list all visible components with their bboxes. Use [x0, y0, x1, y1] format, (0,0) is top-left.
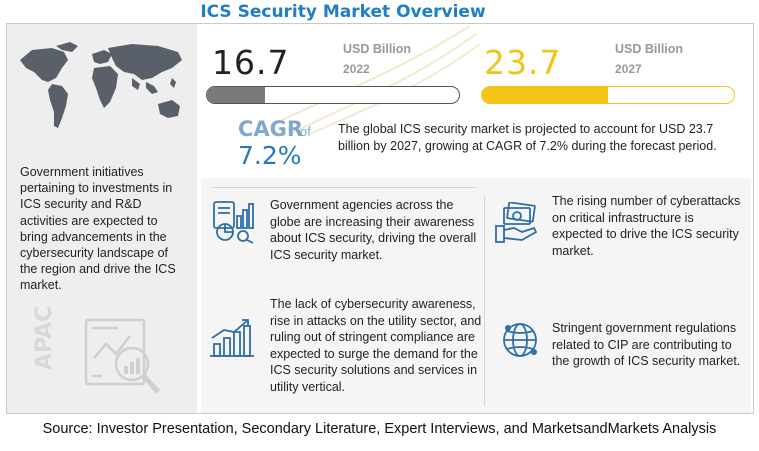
- driver-text-4: Stringent government regulations related…: [552, 321, 741, 368]
- region-label-text: APAC: [32, 305, 57, 370]
- driver-text-2: The lack of cybersecurity awareness, ris…: [270, 297, 482, 394]
- progress-bar-2027: [481, 86, 735, 104]
- driver-text-1: Government agencies across the globe are…: [270, 198, 477, 262]
- region-description: Government initiatives pertaining to inv…: [20, 165, 176, 293]
- market-value-2022: 16.7: [212, 43, 290, 82]
- cagr-of: of: [300, 124, 311, 139]
- progress-fill-2027: [482, 87, 608, 103]
- unit-2022: USD Billion: [343, 42, 412, 56]
- year-2027: 2027: [615, 62, 642, 76]
- infographic-frame: [6, 23, 754, 414]
- drivers-panel: [201, 178, 751, 413]
- year-2022: 2022: [343, 62, 370, 76]
- analytics-magnifier-icon: [84, 318, 160, 394]
- driver-text-3: The rising number of cyberattacks on cri…: [552, 194, 741, 258]
- progress-fill-2022: [207, 87, 265, 103]
- money-hand-icon: [495, 202, 538, 243]
- divider: [212, 187, 476, 188]
- cagr-value: 7.2%: [238, 141, 302, 170]
- region-label: APAC: [32, 306, 60, 378]
- unit-2027: USD Billion: [615, 42, 684, 56]
- globe-network-icon: [503, 323, 537, 357]
- cagr-label: CAGR: [238, 117, 304, 141]
- analytics-report-icon: [213, 201, 254, 244]
- market-summary: The global ICS security market is projec…: [338, 122, 717, 153]
- world-map-icon: [20, 42, 182, 128]
- page-title: ICS Security Market Overview: [200, 2, 486, 22]
- divider: [484, 196, 485, 406]
- progress-bar-2022: [206, 86, 460, 104]
- growth-chart-icon: [210, 319, 254, 357]
- source-note: Source: Investor Presentation, Secondary…: [42, 421, 717, 437]
- market-value-2027: 23.7: [484, 43, 562, 82]
